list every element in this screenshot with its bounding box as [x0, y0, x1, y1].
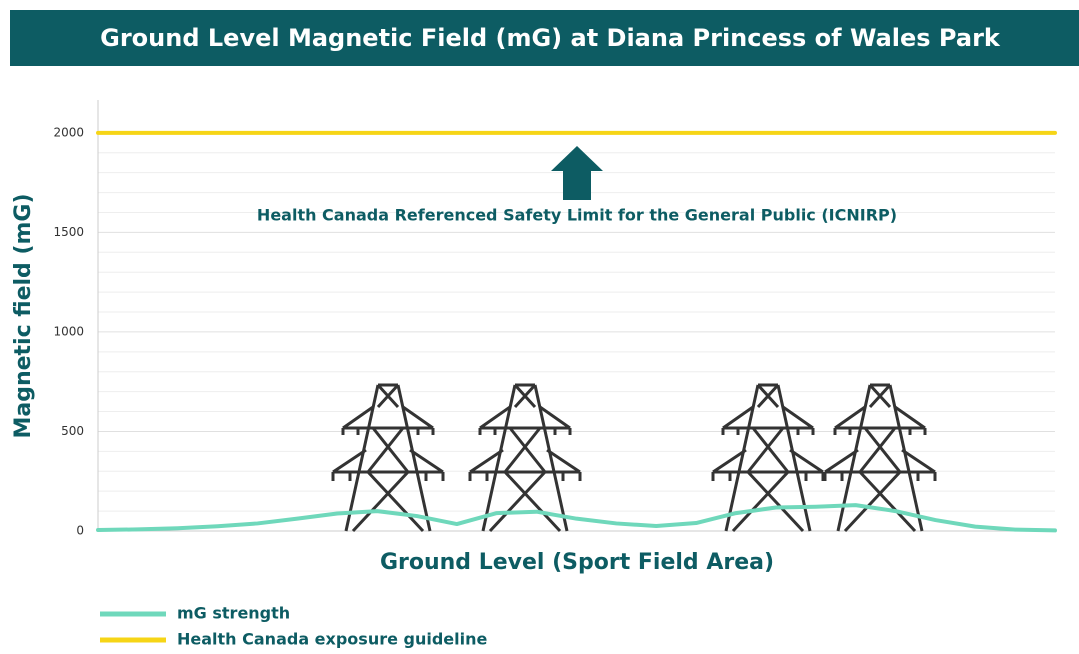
chart: Ground Level Magnetic Field (mG) at Dian…: [0, 0, 1079, 650]
annotation: Health Canada Referenced Safety Limit fo…: [257, 206, 897, 225]
x-axis-label: Ground Level (Sport Field Area): [380, 550, 774, 575]
chart-title: Ground Level Magnetic Field (mG) at Dian…: [100, 24, 1001, 52]
page: {"chart_data": {"type": "line", "title":…: [0, 0, 1079, 650]
y-tick-label: 1500: [53, 225, 84, 239]
tower-icon: [470, 385, 580, 531]
towers: [333, 385, 935, 531]
legend-label: mG strength: [177, 604, 290, 623]
y-tick-label: 1000: [53, 324, 84, 338]
legend: mG strength Health Canada exposure guidel…: [100, 604, 488, 649]
y-axis-label: Magnetic field (mG): [11, 193, 36, 438]
tower-icon: [333, 385, 443, 531]
y-tick-label: 500: [61, 424, 84, 438]
y-tick-label: 2000: [53, 125, 84, 139]
legend-label: Health Canada exposure guideline: [177, 630, 488, 649]
y-tick-label: 0: [76, 524, 84, 538]
